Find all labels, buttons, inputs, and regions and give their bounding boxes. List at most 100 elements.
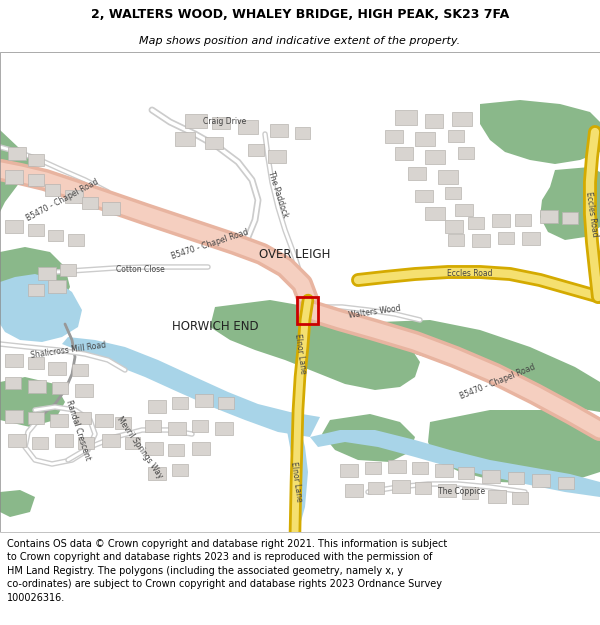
Bar — [392, 480, 410, 493]
Bar — [238, 120, 258, 134]
Text: Contains OS data © Crown copyright and database right 2021. This information is : Contains OS data © Crown copyright and d… — [7, 539, 448, 603]
Bar — [297, 297, 318, 324]
Polygon shape — [285, 420, 308, 532]
Bar — [168, 422, 186, 435]
Bar — [5, 220, 23, 233]
Bar — [215, 422, 233, 435]
Bar — [448, 234, 464, 246]
Bar — [482, 470, 500, 483]
Bar — [48, 230, 63, 241]
Text: Elnor Lane: Elnor Lane — [289, 461, 303, 503]
Text: Cotton Close: Cotton Close — [116, 266, 164, 274]
Bar — [445, 187, 461, 199]
Text: Mevril Springs Way: Mevril Springs Way — [115, 414, 165, 479]
Text: Walters Wood: Walters Wood — [349, 304, 401, 320]
Bar — [52, 382, 68, 394]
Bar — [115, 417, 131, 429]
Bar — [408, 167, 426, 180]
Text: Craig Drive: Craig Drive — [203, 118, 247, 126]
Text: Map shows position and indicative extent of the property.: Map shows position and indicative extent… — [139, 36, 461, 46]
Bar — [458, 147, 474, 159]
Bar — [488, 490, 506, 503]
Bar — [270, 124, 288, 137]
Bar — [468, 217, 484, 229]
Bar — [522, 232, 540, 245]
Bar — [5, 377, 21, 389]
Text: Shalicross Mill Road: Shalicross Mill Road — [29, 340, 106, 360]
Bar — [172, 464, 188, 476]
Polygon shape — [62, 337, 320, 437]
Bar — [412, 462, 428, 474]
Bar — [212, 117, 230, 129]
Bar — [395, 110, 417, 125]
Bar — [38, 267, 56, 280]
Bar — [498, 232, 514, 244]
Bar — [452, 112, 472, 126]
Bar — [65, 190, 83, 203]
Text: 2, WALTERS WOOD, WHALEY BRIDGE, HIGH PEAK, SK23 7FA: 2, WALTERS WOOD, WHALEY BRIDGE, HIGH PEA… — [91, 8, 509, 21]
Bar — [438, 170, 458, 184]
Text: B5470 - Chapel Road: B5470 - Chapel Road — [459, 362, 537, 401]
Bar — [5, 170, 23, 184]
Text: Randal Crescent: Randal Crescent — [64, 399, 92, 461]
Bar — [82, 197, 98, 209]
Text: OVER LEIGH: OVER LEIGH — [259, 248, 331, 261]
Bar — [462, 487, 478, 499]
Bar — [218, 397, 234, 409]
Bar — [365, 462, 381, 474]
Bar — [435, 464, 453, 477]
Bar — [458, 467, 474, 479]
Bar — [72, 364, 88, 376]
Polygon shape — [210, 300, 420, 390]
Bar — [28, 284, 44, 296]
Bar — [168, 444, 184, 456]
Bar — [28, 224, 44, 236]
Text: HORWICH END: HORWICH END — [172, 321, 259, 334]
Bar — [425, 114, 443, 128]
Polygon shape — [0, 130, 35, 212]
Polygon shape — [480, 100, 600, 164]
Bar — [8, 434, 26, 447]
Bar — [445, 220, 463, 233]
Text: The Paddock: The Paddock — [266, 169, 290, 219]
Polygon shape — [0, 247, 70, 324]
Bar — [368, 482, 384, 494]
Polygon shape — [0, 490, 35, 517]
Bar — [75, 384, 93, 397]
Bar — [540, 210, 558, 223]
Bar — [248, 144, 264, 156]
Bar — [172, 397, 188, 409]
Bar — [68, 234, 84, 246]
Bar — [45, 184, 60, 196]
Bar — [55, 434, 73, 447]
Text: Eccles Road: Eccles Road — [584, 191, 599, 237]
Bar — [472, 234, 490, 247]
Bar — [562, 212, 578, 224]
Bar — [205, 137, 223, 149]
Bar — [60, 264, 76, 276]
Bar — [438, 484, 456, 497]
Bar — [340, 464, 358, 477]
Bar — [425, 150, 445, 164]
Bar — [102, 202, 120, 215]
Bar — [5, 410, 23, 423]
Bar — [145, 420, 161, 432]
Text: Eccles Road: Eccles Road — [447, 269, 493, 279]
Bar — [148, 400, 166, 413]
Bar — [185, 114, 207, 128]
Bar — [388, 460, 406, 473]
Bar — [125, 437, 140, 449]
Bar — [95, 414, 113, 427]
Polygon shape — [540, 167, 600, 240]
Bar — [385, 130, 403, 143]
Bar — [28, 154, 44, 166]
Bar — [455, 204, 473, 216]
Bar — [48, 280, 66, 293]
Text: Elnor Lane: Elnor Lane — [293, 333, 307, 375]
Bar — [395, 147, 413, 160]
Bar — [192, 420, 208, 432]
Bar — [28, 357, 44, 369]
Bar — [28, 380, 46, 393]
Bar — [78, 437, 94, 449]
Polygon shape — [322, 414, 415, 462]
